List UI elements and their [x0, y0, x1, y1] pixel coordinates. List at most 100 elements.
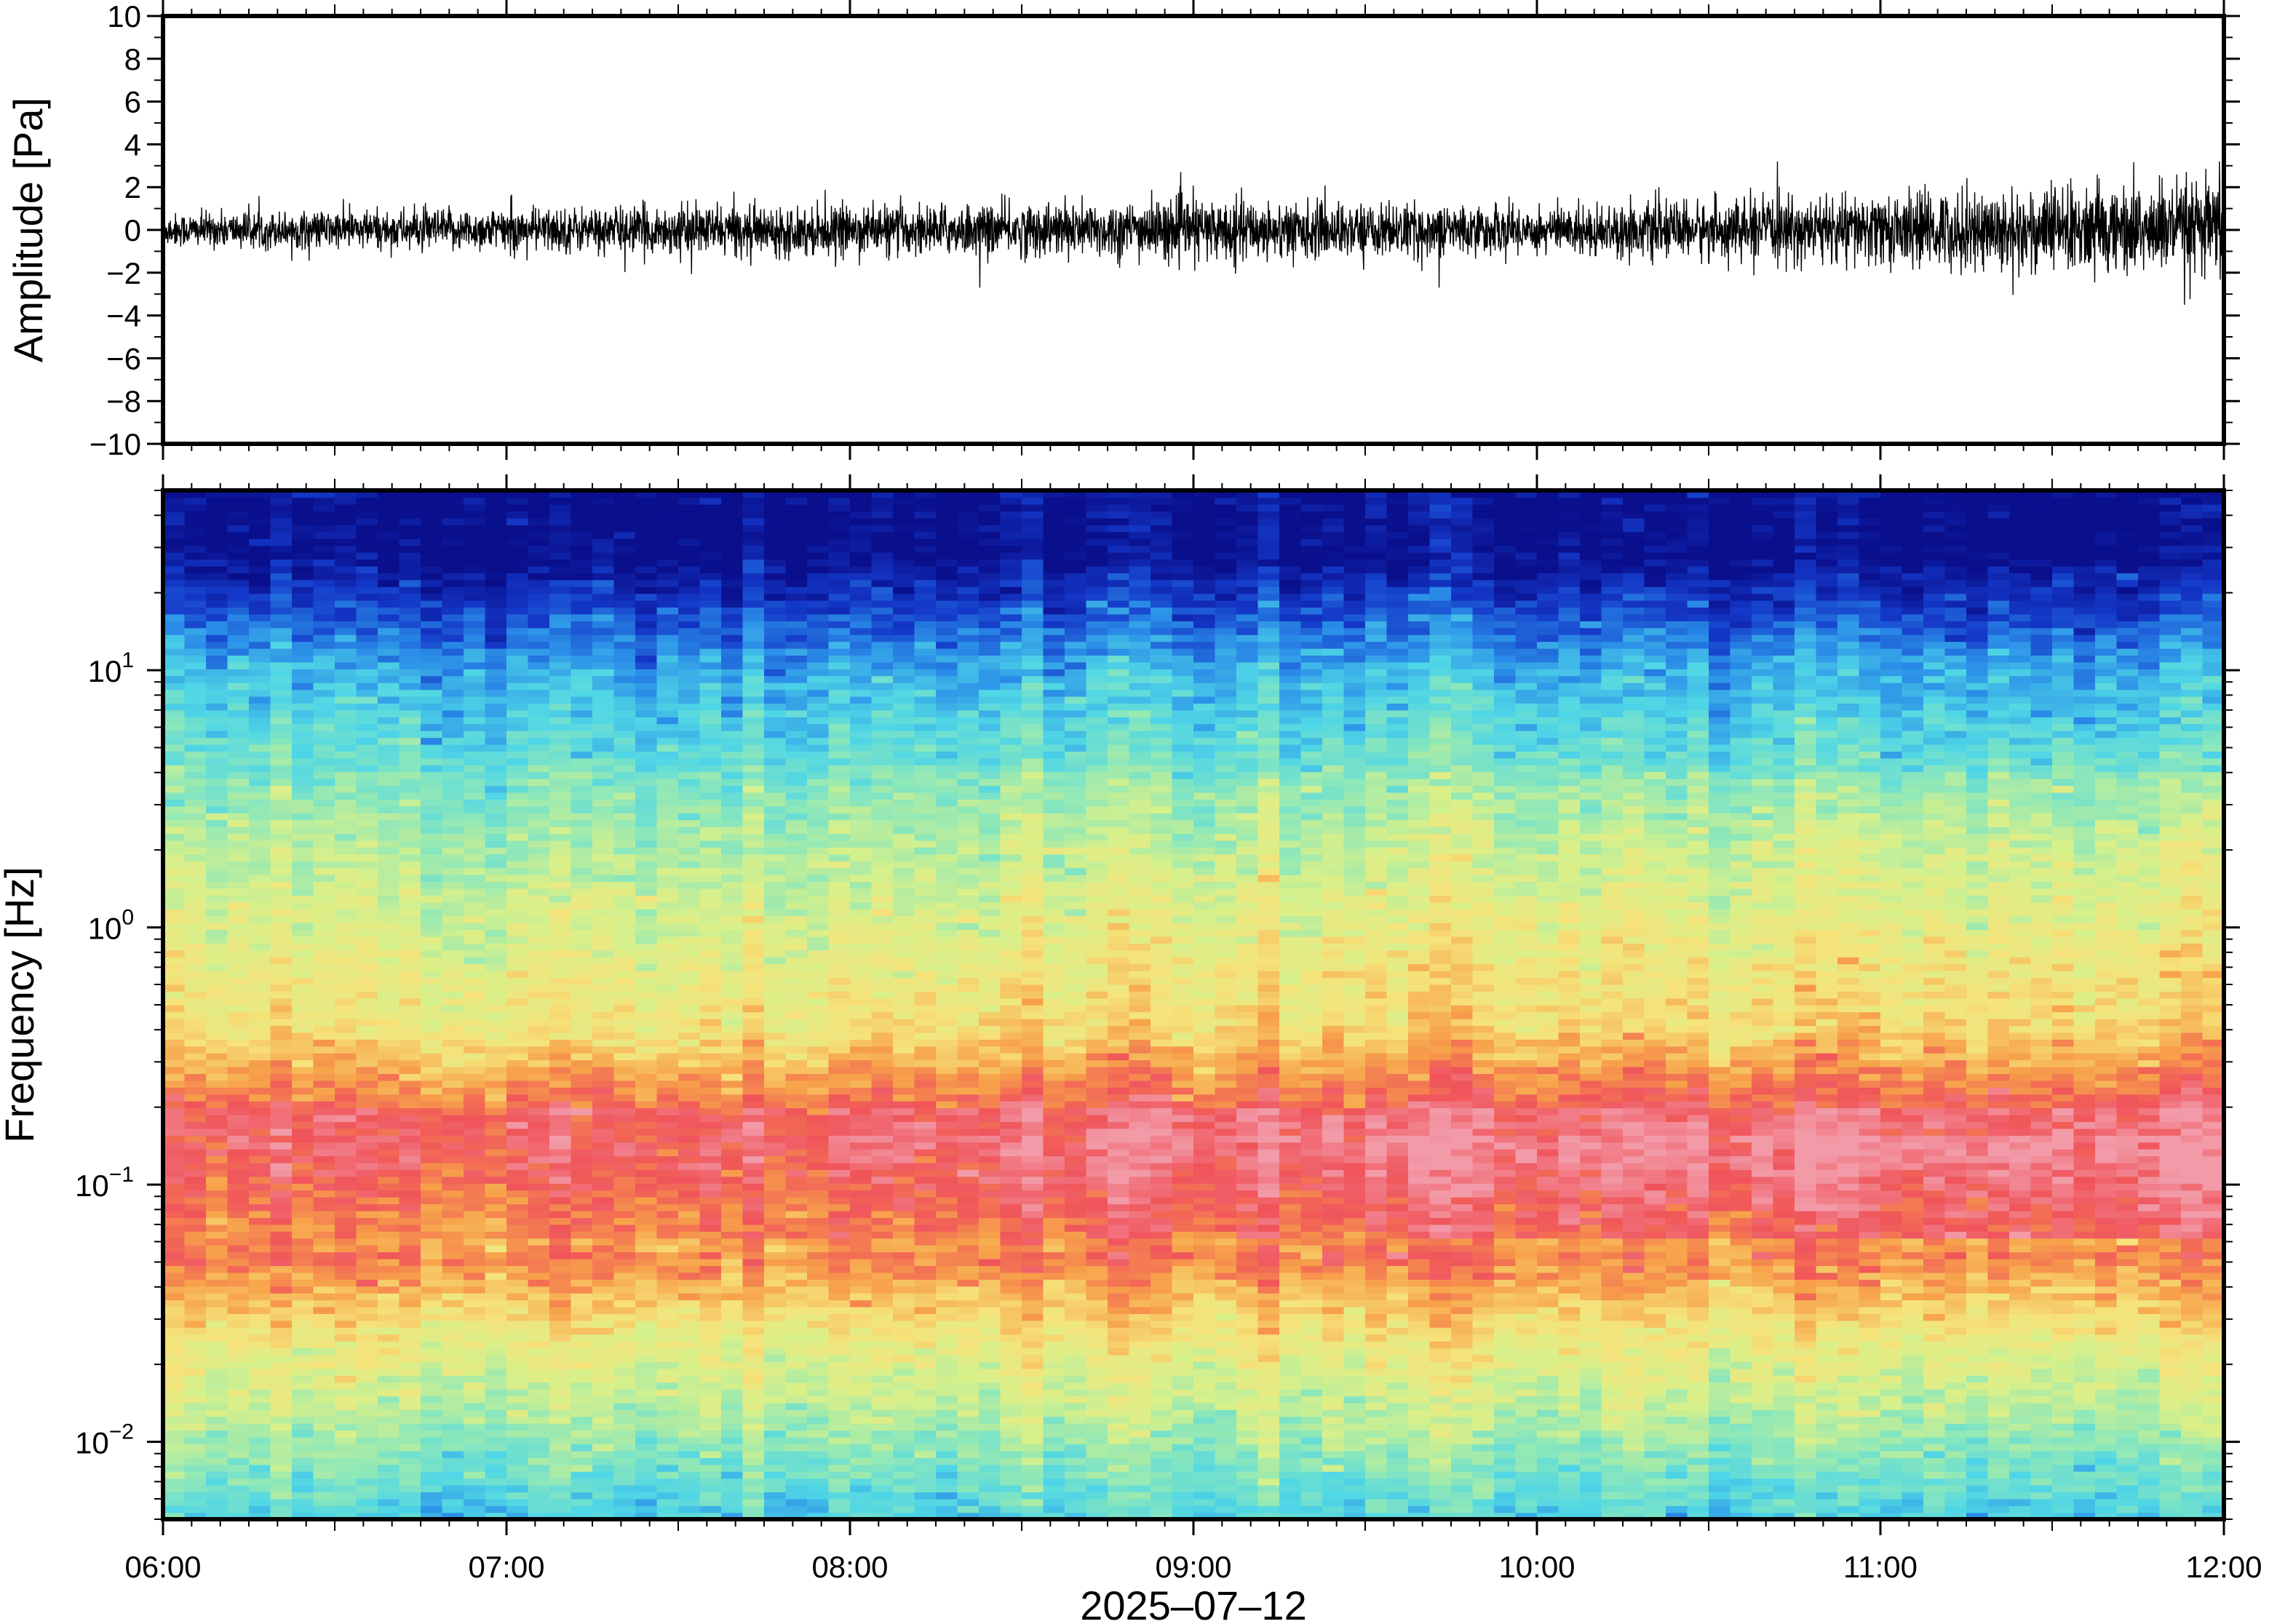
spectrogram-cell: [635, 737, 658, 745]
spectrogram-cell: [592, 1032, 615, 1040]
spectrogram-cell: [742, 888, 765, 896]
spectrogram-cell: [292, 847, 314, 855]
spectrogram-cell: [249, 792, 271, 800]
spectrogram-cell: [635, 1005, 658, 1013]
spectrogram-cell: [635, 1334, 658, 1342]
spectrogram-cell: [249, 819, 271, 827]
spectrogram-cell: [464, 1176, 486, 1184]
spectrogram-cell: [678, 1348, 701, 1356]
spectrogram-cell: [807, 1430, 830, 1438]
spectrogram-cell: [785, 1039, 808, 1047]
spectrogram-cell: [399, 730, 421, 739]
spectrogram-cell: [464, 1148, 486, 1157]
spectrogram-cell: [678, 915, 701, 923]
spectrogram-cell: [313, 984, 335, 992]
spectrogram-cell: [635, 1210, 658, 1219]
spectrogram-cell: [292, 1368, 314, 1376]
spectrogram-cell: [549, 1279, 572, 1287]
spectrogram-cell: [699, 895, 722, 903]
spectrogram-cell: [356, 1224, 378, 1232]
spectrogram-cell: [742, 1327, 765, 1335]
spectrogram-cell: [206, 943, 229, 951]
spectrogram-cell: [506, 1196, 529, 1205]
spectrogram-cell: [292, 744, 314, 752]
spectrogram-cell: [270, 1196, 293, 1205]
spectrogram-cell: [528, 579, 550, 587]
spectrogram-cell: [464, 785, 486, 793]
spectrogram-cell: [163, 874, 186, 883]
spectrogram-cell: [464, 1258, 486, 1267]
spectrogram-cell: [163, 1135, 186, 1143]
spectrogram-cell: [399, 785, 421, 793]
spectrogram-cell: [313, 1059, 335, 1067]
spectrogram-cell: [506, 744, 529, 752]
spectrogram-cell: [613, 847, 636, 855]
spectrogram-cell: [227, 1361, 250, 1369]
spectrogram-cell: [699, 1292, 722, 1301]
spectrogram-cell: [764, 655, 787, 663]
spectrogram-cell: [828, 1396, 851, 1404]
spectrogram-cell: [292, 853, 314, 861]
spectrogram-cell: [571, 1032, 593, 1040]
spectrogram-cell: [485, 1340, 507, 1349]
spectrogram-cell: [656, 861, 679, 869]
spectrogram-cell: [721, 1272, 744, 1280]
spectrogram-cell: [464, 1190, 486, 1198]
spectrogram-cell: [485, 682, 507, 690]
spectrogram-cell: [785, 1457, 808, 1465]
spectrogram-cell: [678, 1484, 701, 1493]
spectrogram-cell: [249, 1135, 271, 1143]
spectrogram-cell: [635, 1471, 658, 1479]
spectrogram-cell: [485, 1265, 507, 1273]
spectrogram-cell: [378, 586, 400, 594]
spectrogram-cell: [678, 799, 701, 807]
spectrogram-cell: [807, 778, 830, 787]
spectrogram-cell: [356, 1388, 378, 1397]
spectrogram-cell: [571, 1430, 593, 1438]
spectrogram-cell: [528, 1348, 550, 1356]
spectrogram-cell: [399, 661, 421, 669]
spectrogram-cell: [506, 1492, 529, 1500]
spectrogram-cell: [399, 1210, 421, 1219]
spectrogram-cell: [292, 998, 314, 1006]
spectrogram-cell: [313, 1176, 335, 1184]
spectrogram-cell: [485, 1059, 507, 1067]
spectrogram-cell: [571, 1396, 593, 1404]
spectrogram-cell: [678, 1306, 701, 1314]
spectrogram-cell: [292, 1162, 314, 1171]
spectrogram-cell: [227, 1492, 250, 1500]
spectrogram-cell: [699, 1018, 722, 1027]
spectrogram-cell: [571, 1368, 593, 1376]
spectrogram-cell: [421, 1087, 443, 1095]
spectrogram-cell: [421, 627, 443, 635]
spectrogram-cell: [571, 1505, 593, 1513]
spectrogram-cell: [378, 723, 400, 731]
spectrogram-cell: [528, 1375, 550, 1383]
spectrogram-cell: [163, 909, 186, 917]
spectrogram-cell: [442, 1512, 464, 1520]
spectrogram-cell: [571, 1471, 593, 1479]
spectrogram-cell: [163, 600, 186, 608]
spectrogram-cell: [721, 661, 744, 669]
spectrogram-cell: [227, 1231, 250, 1239]
spectrogram-cell: [678, 1039, 701, 1047]
spectrogram-cell: [378, 1046, 400, 1054]
spectrogram-cell: [764, 1492, 787, 1500]
spectrogram-cell: [828, 1059, 851, 1067]
spectrogram-cell: [249, 586, 271, 594]
spectrogram-cell: [678, 641, 701, 649]
spectrogram-cell: [721, 1025, 744, 1033]
spectrogram-cell: [206, 1087, 229, 1095]
spectrogram-cell: [356, 1025, 378, 1033]
spectrogram-cell: [828, 819, 851, 827]
spectrogram-cell: [184, 497, 207, 505]
spectrogram-cell: [270, 648, 293, 656]
spectrogram-cell: [356, 833, 378, 841]
spectrogram-cell: [184, 957, 207, 965]
spectrogram-cell: [807, 689, 830, 697]
spectrogram-cell: [764, 531, 787, 539]
spectrogram-cell: [742, 1306, 765, 1314]
spectrogram-cell: [249, 1498, 271, 1506]
spectrogram-cell: [356, 1375, 378, 1383]
spectrogram-cell: [399, 1464, 421, 1472]
